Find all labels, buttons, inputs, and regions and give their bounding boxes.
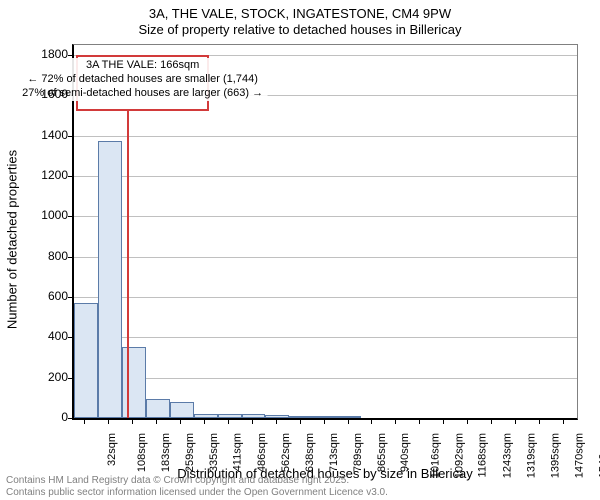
histogram-bar xyxy=(170,402,194,418)
xtick-mark xyxy=(84,418,85,424)
ytick-mark xyxy=(68,257,74,258)
xtick-label: 1092sqm xyxy=(454,433,466,478)
annotation-line1: ← 72% of detached houses are smaller (1,… xyxy=(22,73,263,87)
xtick-mark xyxy=(300,418,301,424)
marker-line xyxy=(127,111,129,418)
xtick-mark xyxy=(108,418,109,424)
xtick-label: 713sqm xyxy=(328,433,340,472)
xtick-label: 486sqm xyxy=(256,433,268,472)
xtick-label: 1470sqm xyxy=(573,433,585,478)
ytick-label: 800 xyxy=(28,249,68,263)
ytick-mark xyxy=(68,176,74,177)
xtick-mark xyxy=(443,418,444,424)
gridline xyxy=(74,257,577,258)
xtick-label: 335sqm xyxy=(208,433,220,472)
xtick-mark xyxy=(419,418,420,424)
xtick-label: 1243sqm xyxy=(501,433,513,478)
xtick-mark xyxy=(348,418,349,424)
histogram-bar xyxy=(289,416,313,418)
xtick-mark xyxy=(180,418,181,424)
histogram-bar xyxy=(218,414,242,418)
ytick-mark xyxy=(68,55,74,56)
xtick-mark xyxy=(491,418,492,424)
xtick-label: 940sqm xyxy=(400,433,412,472)
histogram-bar xyxy=(146,399,170,418)
histogram-bar xyxy=(313,416,337,418)
xtick-label: 411sqm xyxy=(231,433,243,471)
xtick-mark xyxy=(539,418,540,424)
xtick-mark xyxy=(156,418,157,424)
histogram-bar xyxy=(74,303,98,418)
xtick-mark xyxy=(395,418,396,424)
xtick-label: 183sqm xyxy=(160,433,172,472)
xtick-label: 1168sqm xyxy=(477,433,489,477)
ytick-label: 1200 xyxy=(28,168,68,182)
histogram-bar xyxy=(98,141,122,418)
footer-line1: Contains HM Land Registry data © Crown c… xyxy=(6,475,349,486)
annotation-title: 3A THE VALE: 166sqm xyxy=(22,59,263,73)
xtick-label: 1016sqm xyxy=(430,433,442,478)
ytick-label: 1800 xyxy=(28,47,68,61)
ytick-label: 1400 xyxy=(28,128,68,142)
gridline xyxy=(74,297,577,298)
xtick-mark xyxy=(467,418,468,424)
xtick-label: 108sqm xyxy=(136,433,148,472)
xtick-mark xyxy=(515,418,516,424)
xtick-mark xyxy=(132,418,133,424)
xtick-mark xyxy=(324,418,325,424)
gridline xyxy=(74,216,577,217)
title-line1: 3A, THE VALE, STOCK, INGATESTONE, CM4 9P… xyxy=(0,6,600,21)
ytick-label: 1000 xyxy=(28,208,68,222)
gridline xyxy=(74,378,577,379)
xtick-mark xyxy=(563,418,564,424)
xtick-label: 562sqm xyxy=(280,433,292,472)
xtick-mark xyxy=(276,418,277,424)
xtick-mark xyxy=(228,418,229,424)
histogram-bar xyxy=(265,415,289,418)
ytick-label: 200 xyxy=(28,370,68,384)
xtick-label: 1319sqm xyxy=(526,433,538,478)
ytick-label: 0 xyxy=(28,410,68,424)
xtick-label: 32sqm xyxy=(106,433,118,466)
ytick-mark xyxy=(68,418,74,419)
ytick-mark xyxy=(68,136,74,137)
xtick-mark xyxy=(252,418,253,424)
xtick-mark xyxy=(371,418,372,424)
histogram-bar xyxy=(337,416,361,418)
histogram-bar xyxy=(242,414,266,418)
ytick-mark xyxy=(68,216,74,217)
xtick-label: 259sqm xyxy=(184,433,196,472)
gridline xyxy=(74,337,577,338)
xtick-label: 865sqm xyxy=(376,433,388,472)
xtick-mark xyxy=(204,418,205,424)
ytick-label: 1600 xyxy=(28,87,68,101)
ytick-label: 600 xyxy=(28,289,68,303)
gridline xyxy=(74,136,577,137)
xtick-label: 789sqm xyxy=(352,433,364,472)
footer-line2: Contains public sector information licen… xyxy=(6,487,388,498)
histogram-bar xyxy=(122,347,146,418)
histogram-bar xyxy=(194,414,218,418)
xtick-label: 1395sqm xyxy=(550,433,562,478)
chart-container: 3A, THE VALE, STOCK, INGATESTONE, CM4 9P… xyxy=(0,0,600,500)
ytick-label: 400 xyxy=(28,329,68,343)
gridline xyxy=(74,176,577,177)
plot-area: 3A THE VALE: 166sqm← 72% of detached hou… xyxy=(72,44,578,420)
ytick-mark xyxy=(68,297,74,298)
title-line2: Size of property relative to detached ho… xyxy=(0,22,600,37)
xtick-label: 638sqm xyxy=(304,433,316,472)
y-axis-label: Number of detached properties xyxy=(5,150,20,329)
